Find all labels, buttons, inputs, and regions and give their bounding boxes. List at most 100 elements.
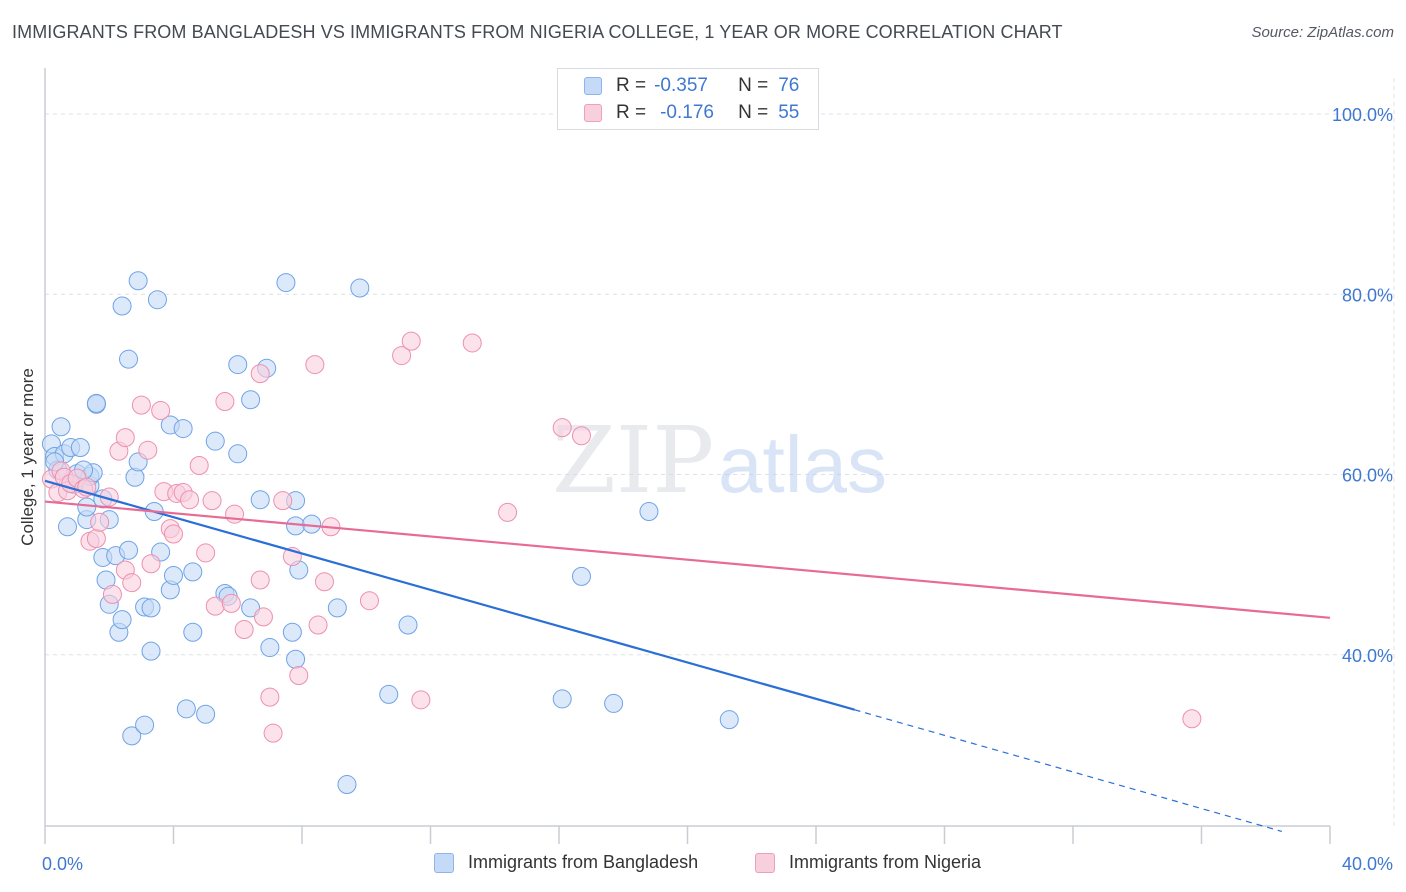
point-nigeria xyxy=(359,591,379,611)
legend-r-value: -0.176 xyxy=(660,102,714,123)
legend-r-label: R = xyxy=(616,75,647,96)
y-tick-label: 40.0% xyxy=(1342,646,1393,666)
point-bangladesh xyxy=(228,444,248,464)
point-nigeria xyxy=(205,596,225,616)
legend-swatch-bangladesh xyxy=(584,77,602,95)
point-nigeria xyxy=(250,570,270,590)
points-layer xyxy=(41,271,1202,795)
point-bangladesh xyxy=(112,610,132,630)
point-nigeria xyxy=(164,524,183,544)
point-bangladesh xyxy=(86,393,106,413)
series-legend: Immigrants from Bangladesh Immigrants fr… xyxy=(0,852,1406,878)
point-bangladesh xyxy=(183,562,203,582)
point-nigeria xyxy=(141,554,161,574)
point-bangladesh xyxy=(571,566,591,586)
point-bangladesh xyxy=(228,355,248,375)
point-bangladesh xyxy=(196,704,216,724)
point-bangladesh xyxy=(327,598,347,618)
point-bangladesh xyxy=(135,715,155,735)
chart-title: IMMIGRANTS FROM BANGLADESH VS IMMIGRANTS… xyxy=(12,22,1063,42)
point-bangladesh xyxy=(604,693,624,713)
x-tick-label: 0.0% xyxy=(42,854,83,874)
point-nigeria xyxy=(151,401,171,421)
legend-r-label: R = xyxy=(616,102,647,123)
stats-legend: R = -0.357 N = 76 R = -0.176 N = 55 xyxy=(557,68,819,130)
point-nigeria xyxy=(90,512,110,532)
point-nigeria xyxy=(196,543,216,563)
point-nigeria xyxy=(86,529,106,549)
point-nigeria xyxy=(273,491,293,511)
point-bangladesh xyxy=(552,689,572,709)
trend-line-extension xyxy=(854,709,1282,832)
legend-swatch-nigeria xyxy=(584,104,602,122)
point-bangladesh xyxy=(398,615,418,635)
legend-n-label: N = xyxy=(738,102,769,123)
y-tick-label: 100.0% xyxy=(1332,105,1393,125)
point-bangladesh xyxy=(379,684,399,704)
y-axis-label: College, 1 year or more xyxy=(18,368,37,546)
legend-swatch-nigeria xyxy=(755,852,775,873)
legend-n-value: 76 xyxy=(778,75,800,96)
point-bangladesh xyxy=(164,565,183,585)
trend-line-nigeria xyxy=(44,500,1331,619)
trend-lines xyxy=(44,479,1331,832)
point-bangladesh xyxy=(147,290,167,310)
watermark: ZIP atlas xyxy=(552,407,887,514)
point-bangladesh xyxy=(241,390,261,410)
point-nigeria xyxy=(308,615,328,635)
point-nigeria xyxy=(234,620,254,640)
legend-row-nigeria: R = -0.176 N = 55 xyxy=(584,101,799,125)
point-bangladesh xyxy=(51,417,71,437)
point-nigeria xyxy=(225,504,245,524)
legend-label-nigeria: Immigrants from Nigeria xyxy=(789,852,982,872)
point-bangladesh xyxy=(719,710,739,730)
point-nigeria xyxy=(289,665,309,685)
legend-n-value: 55 xyxy=(778,102,800,123)
trend-line-bangladesh xyxy=(44,479,855,711)
point-nigeria xyxy=(401,331,421,351)
point-bangladesh xyxy=(286,649,306,669)
point-bangladesh xyxy=(260,638,280,658)
point-nigeria xyxy=(411,690,431,710)
point-bangladesh xyxy=(70,437,90,457)
point-nigeria xyxy=(250,364,270,384)
point-nigeria xyxy=(131,395,151,415)
point-nigeria xyxy=(122,573,142,593)
point-nigeria xyxy=(1182,709,1202,729)
point-nigeria xyxy=(202,491,222,511)
point-bangladesh xyxy=(639,501,659,521)
point-bangladesh xyxy=(141,641,161,661)
point-nigeria xyxy=(102,584,122,604)
tick-labels: 40.0% 60.0% 80.0% 100.0% 0.0% 40.0% xyxy=(42,105,1393,874)
point-nigeria xyxy=(253,607,273,627)
point-bangladesh xyxy=(250,490,270,510)
point-bangladesh xyxy=(282,622,302,642)
point-nigeria xyxy=(138,440,158,460)
point-nigeria xyxy=(221,593,241,613)
point-bangladesh xyxy=(128,271,148,291)
point-nigeria xyxy=(314,572,334,592)
point-nigeria xyxy=(115,428,135,448)
y-tick-label: 60.0% xyxy=(1342,466,1393,486)
point-bangladesh xyxy=(176,699,196,719)
point-bangladesh xyxy=(125,467,145,487)
point-bangladesh xyxy=(173,419,193,439)
point-nigeria xyxy=(263,723,283,743)
legend-item-nigeria: Immigrants from Nigeria xyxy=(755,852,981,873)
point-bangladesh xyxy=(122,726,142,746)
legend-swatch-bangladesh xyxy=(434,852,454,873)
point-bangladesh xyxy=(205,431,225,451)
point-nigeria xyxy=(392,346,412,366)
point-bangladesh xyxy=(141,598,161,618)
point-bangladesh xyxy=(337,775,357,795)
point-nigeria xyxy=(571,426,591,446)
point-bangladesh xyxy=(183,622,203,642)
point-nigeria xyxy=(462,333,482,353)
point-nigeria xyxy=(189,456,209,476)
point-bangladesh xyxy=(119,349,139,369)
point-bangladesh xyxy=(112,296,132,316)
source-label: Source: ZipAtlas.com xyxy=(1251,24,1394,41)
legend-r-value: -0.357 xyxy=(654,75,708,96)
legend-n-label: N = xyxy=(738,75,769,96)
